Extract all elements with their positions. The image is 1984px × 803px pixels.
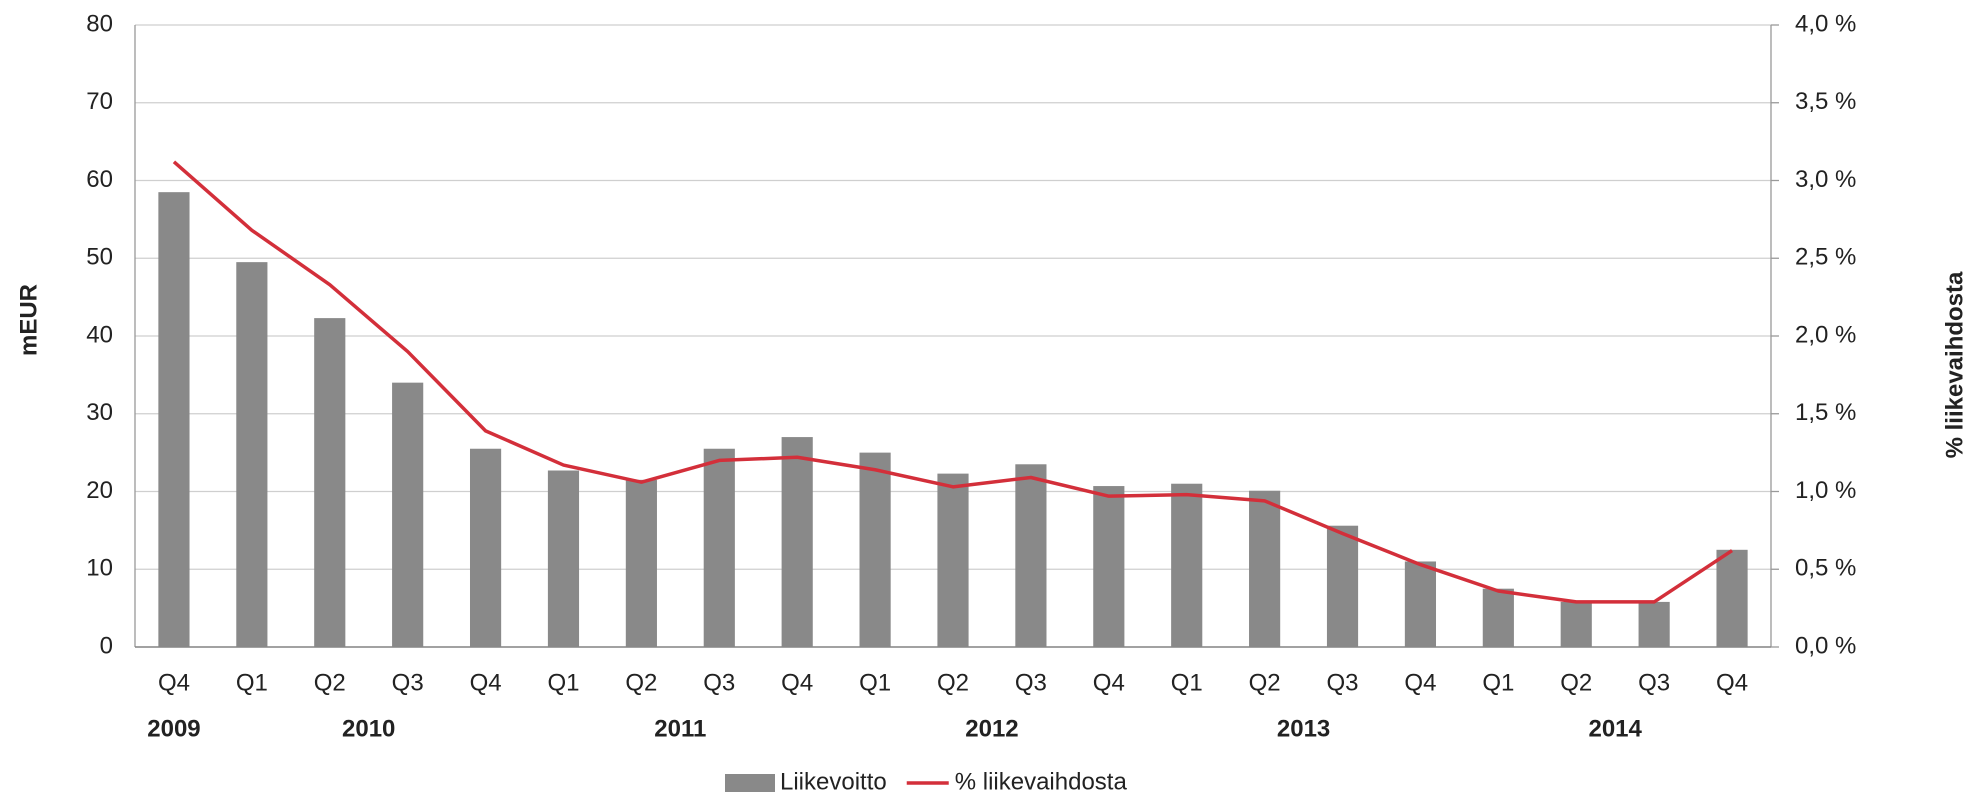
bar (781, 437, 813, 647)
bar (703, 448, 735, 647)
y2-tick-label: 2,5 % (1795, 244, 1856, 271)
y-tick-label: 30 (86, 399, 113, 426)
bar (1638, 601, 1670, 647)
y2-tick-label: 3,0 % (1795, 166, 1856, 193)
y2-tick-label: 1,5 % (1795, 399, 1856, 426)
bar (1482, 588, 1514, 647)
y-axis-title: mEUR (15, 284, 42, 356)
x-tick-label: Q4 (470, 669, 502, 696)
y-tick-label: 40 (86, 321, 113, 348)
x-tick-label: Q2 (314, 669, 346, 696)
bar (158, 192, 190, 647)
bar (1404, 561, 1437, 647)
bar (1716, 549, 1748, 647)
bar (236, 262, 268, 647)
bar (1249, 490, 1281, 647)
year-label: 2009 (147, 715, 200, 742)
y2-tick-label: 4,0 % (1795, 10, 1856, 37)
x-tick-label: Q1 (236, 669, 268, 696)
bar (469, 448, 502, 647)
x-tick-label: Q3 (392, 669, 424, 696)
y2-axis-title: % liikevaihdosta (1941, 271, 1968, 458)
y-tick-label: 80 (86, 10, 113, 37)
x-tick-label: Q3 (703, 669, 735, 696)
x-tick-label: Q2 (937, 669, 969, 696)
x-tick-label: Q4 (781, 669, 813, 696)
x-tick-label: Q3 (1015, 669, 1047, 696)
x-tick-label: Q1 (1482, 669, 1514, 696)
x-tick-label: Q4 (158, 669, 190, 696)
bar (1093, 486, 1125, 647)
x-tick-label: Q1 (547, 669, 579, 696)
bar (1326, 525, 1359, 647)
x-tick-label: Q4 (1716, 669, 1748, 696)
y-tick-label: 20 (86, 477, 113, 504)
y-tick-label: 70 (86, 88, 113, 115)
year-label: 2014 (1588, 715, 1642, 742)
y-tick-label: 50 (86, 244, 113, 271)
x-tick-label: Q3 (1638, 669, 1670, 696)
bar (1015, 464, 1047, 647)
bar (547, 470, 580, 647)
legend-swatch (725, 774, 775, 792)
bar (937, 473, 969, 647)
bar (1171, 483, 1203, 647)
year-label: 2012 (965, 715, 1018, 742)
x-tick-label: Q4 (1404, 669, 1436, 696)
y2-tick-label: 2,0 % (1795, 321, 1856, 348)
y2-tick-label: 0,0 % (1795, 632, 1856, 659)
bar (1560, 601, 1592, 647)
x-tick-label: Q2 (1249, 669, 1281, 696)
x-tick-label: Q2 (625, 669, 657, 696)
bar (859, 452, 891, 647)
legend-label: Liikevoitto (780, 768, 887, 795)
y-tick-label: 0 (100, 632, 113, 659)
bar (314, 318, 346, 647)
line (172, 160, 1734, 604)
bar (625, 479, 657, 647)
x-tick-label: Q3 (1327, 669, 1359, 696)
y-tick-label: 60 (86, 166, 113, 193)
bar (392, 382, 424, 647)
legend-label: % liikevaihdosta (955, 768, 1128, 795)
y2-tick-label: 3,5 % (1795, 88, 1856, 115)
y2-tick-label: 1,0 % (1795, 477, 1856, 504)
x-tick-label: Q4 (1093, 669, 1125, 696)
y2-tick-label: 0,5 % (1795, 555, 1856, 582)
year-label: 2010 (342, 715, 395, 742)
x-tick-label: Q1 (1171, 669, 1203, 696)
y-tick-label: 10 (86, 555, 113, 582)
year-label: 2013 (1277, 715, 1330, 742)
year-label: 2011 (654, 715, 706, 742)
x-tick-label: Q1 (859, 669, 891, 696)
x-tick-label: Q2 (1560, 669, 1592, 696)
